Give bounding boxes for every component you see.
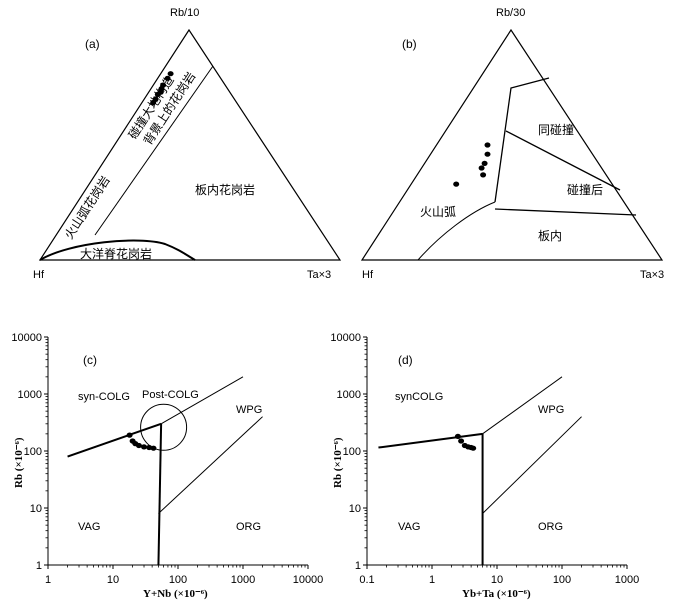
panel-b-vertex-top: Rb/30 (496, 7, 525, 19)
a-sample-point (164, 75, 171, 81)
panel-c-postcolg-circle (140, 403, 188, 451)
c-x-tick-label: 1 (45, 574, 51, 586)
panel-c-field-org: ORG (236, 521, 261, 533)
panel-a-triangle (38, 28, 342, 261)
panel-c-xlabel: Y+Nb (×10⁻⁶) (143, 588, 208, 600)
panel-d-field-org: ORG (538, 521, 563, 533)
panel-b-field-arc: 火山弧 (420, 205, 456, 219)
b-sample-point (480, 172, 487, 178)
c-x-tick-label: 100 (169, 574, 187, 586)
panel-d-field-syncolg: synCOLG (395, 391, 443, 403)
panel-d-field-vag: VAG (398, 521, 420, 533)
a-sample-point (154, 91, 161, 97)
c-x-tick-label: 1000 (231, 574, 255, 586)
panel-a-vertex-right: Ta×3 (307, 269, 331, 281)
d-x-tick-label: 0.1 (359, 574, 374, 586)
d-y-tick-label: 10 (349, 503, 361, 515)
c-boundary-line (157, 423, 163, 566)
d-y-tick-label: 1 (355, 560, 361, 572)
panel-a-ternary: (a) Rb/10 Hf Ta×3 板内花岗岩 大洋脊花岗岩 火山弧花岗岩 碰撞… (33, 7, 342, 281)
d-y-tick-label: 1000 (337, 389, 361, 401)
panel-c-boundaries (67, 376, 263, 566)
panel-b-label: (b) (402, 37, 417, 51)
c-boundary-line (67, 422, 162, 458)
panel-c-scatter: 1 10 100 1000 10000 1 10 100 1000 10000 (c) syn-C… (11, 332, 323, 600)
a-sample-point (150, 99, 157, 106)
panel-d-samples (454, 433, 477, 451)
c-y-tick-label: 1 (36, 560, 42, 572)
panel-b-boundary-postcollision (505, 130, 621, 191)
panel-a-vertex-left: Hf (33, 269, 45, 281)
panel-b-ternary: (b) Rb/30 Hf Ta×3 同碰撞 碰撞后 火山弧 板内 (360, 7, 664, 281)
panel-c-label: (c) (83, 353, 97, 367)
panel-a-field-ridge: 大洋脊花岗岩 (80, 246, 152, 261)
panel-d-scatter: 0.1 1 10 100 1000 1 10 100 1000 10000 (d) synCOLG… (330, 332, 639, 600)
panel-a-samples (150, 71, 174, 106)
d-x-tick-label: 100 (553, 574, 571, 586)
panel-d-ticks: 0.1 1 10 100 1000 1 10 100 1000 10000 (330, 332, 639, 586)
d-y-tick-label: 10000 (330, 332, 361, 344)
panel-b-field-postcollision: 碰撞后 (567, 182, 603, 197)
d-sample-point (458, 438, 465, 444)
panel-c-samples (126, 432, 157, 451)
panel-c-field-syncolg: syn-COLG (78, 391, 130, 403)
panel-a-field-within-plate: 板内花岗岩 (195, 182, 255, 197)
b-sample-point (484, 142, 491, 148)
c-y-tick-label: 100 (24, 446, 42, 458)
panel-b-vertex-right: Ta×3 (640, 269, 664, 281)
d-boundary-line (482, 416, 582, 514)
d-x-tick-label: 1 (429, 574, 435, 586)
panel-d-boundaries (378, 376, 582, 565)
panel-d-label: (d) (398, 353, 413, 367)
panel-a-vertex-top: Rb/10 (170, 7, 199, 19)
d-y-tick-label: 100 (343, 446, 361, 458)
b-sample-point (481, 160, 488, 166)
panel-b-samples (453, 142, 491, 187)
panel-b-boundary-withinplate (494, 208, 637, 216)
panel-c-field-postcolg: Post-COLG (142, 389, 199, 401)
d-x-tick-label: 10 (491, 574, 503, 586)
panel-c-ticks: 1 10 100 1000 10000 1 10 100 1000 10000 (11, 332, 323, 586)
panel-b-boundary-syncollision (494, 77, 550, 203)
d-x-tick-label: 1000 (615, 574, 639, 586)
panel-a-field-arc: 火山弧花岗岩 (61, 173, 113, 242)
c-sample-point (135, 442, 142, 449)
panel-d-xlabel: Yb+Ta (×10⁻⁶) (462, 588, 531, 600)
a-sample-point (167, 71, 174, 77)
c-y-tick-label: 1000 (18, 389, 42, 401)
panel-c-field-vag: VAG (78, 521, 100, 533)
c-boundary-line (158, 416, 263, 514)
panel-a-boundary-collision (94, 65, 214, 236)
panel-b-vertex-left: Hf (362, 269, 374, 281)
b-sample-point (453, 181, 460, 187)
d-sample-point (454, 433, 461, 439)
panel-c-ylabel: Rb (×10⁻⁶) (13, 437, 25, 488)
d-boundary-line (482, 376, 563, 435)
c-x-tick-label: 10 (107, 574, 119, 586)
c-x-tick-label: 10000 (293, 574, 324, 586)
panel-b-boundary-arc (417, 201, 496, 261)
d-sample-point (470, 445, 477, 451)
b-sample-point (484, 151, 491, 157)
c-sample-point (141, 444, 147, 450)
c-y-tick-label: 10 (30, 503, 42, 515)
c-boundary-line (160, 376, 244, 425)
panel-b-field-withinplate: 板内 (538, 229, 562, 243)
c-y-tick-label: 10000 (11, 332, 42, 344)
panel-d-field-wpg: WPG (538, 404, 564, 416)
panel-b-field-syncollision: 同碰撞 (538, 122, 574, 137)
panel-a-boundary-ridge (39, 239, 196, 261)
panel-d-ylabel: Rb (×10⁻⁶) (332, 437, 344, 488)
panel-b-triangle (360, 28, 664, 261)
b-sample-point (478, 165, 485, 171)
panel-c-field-wpg: WPG (236, 404, 262, 416)
c-sample-point (126, 432, 133, 438)
d-boundary-line (378, 432, 483, 449)
c-sample-point (150, 445, 157, 451)
panel-a-label: (a) (85, 37, 100, 51)
